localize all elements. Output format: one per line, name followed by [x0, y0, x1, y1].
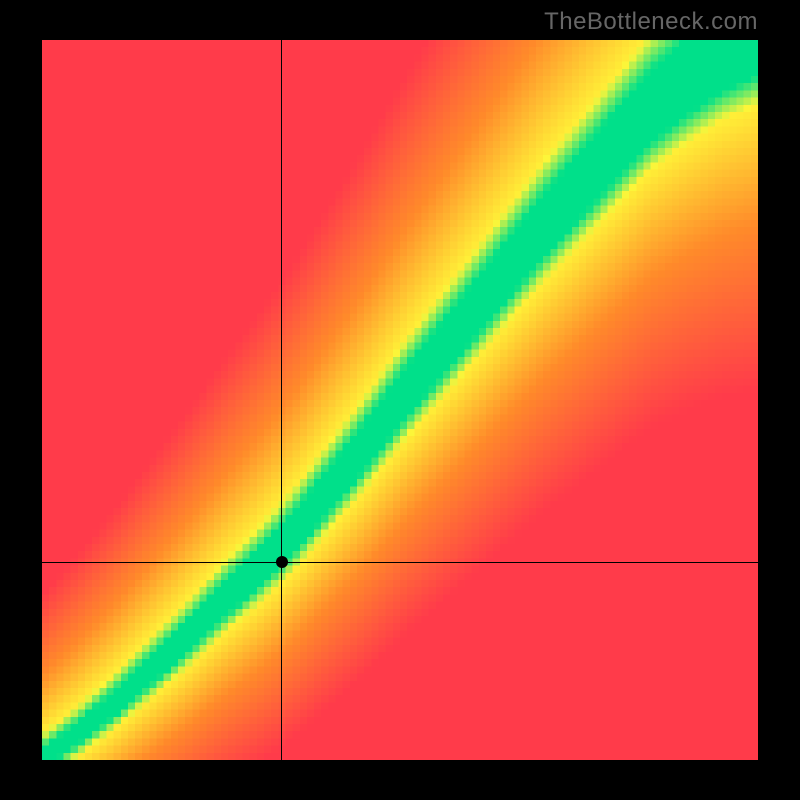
crosshair-marker [276, 556, 288, 568]
bottleneck-heatmap [42, 40, 758, 760]
watermark-text: TheBottleneck.com [544, 8, 758, 36]
chart-container: TheBottleneck.com [0, 0, 800, 800]
